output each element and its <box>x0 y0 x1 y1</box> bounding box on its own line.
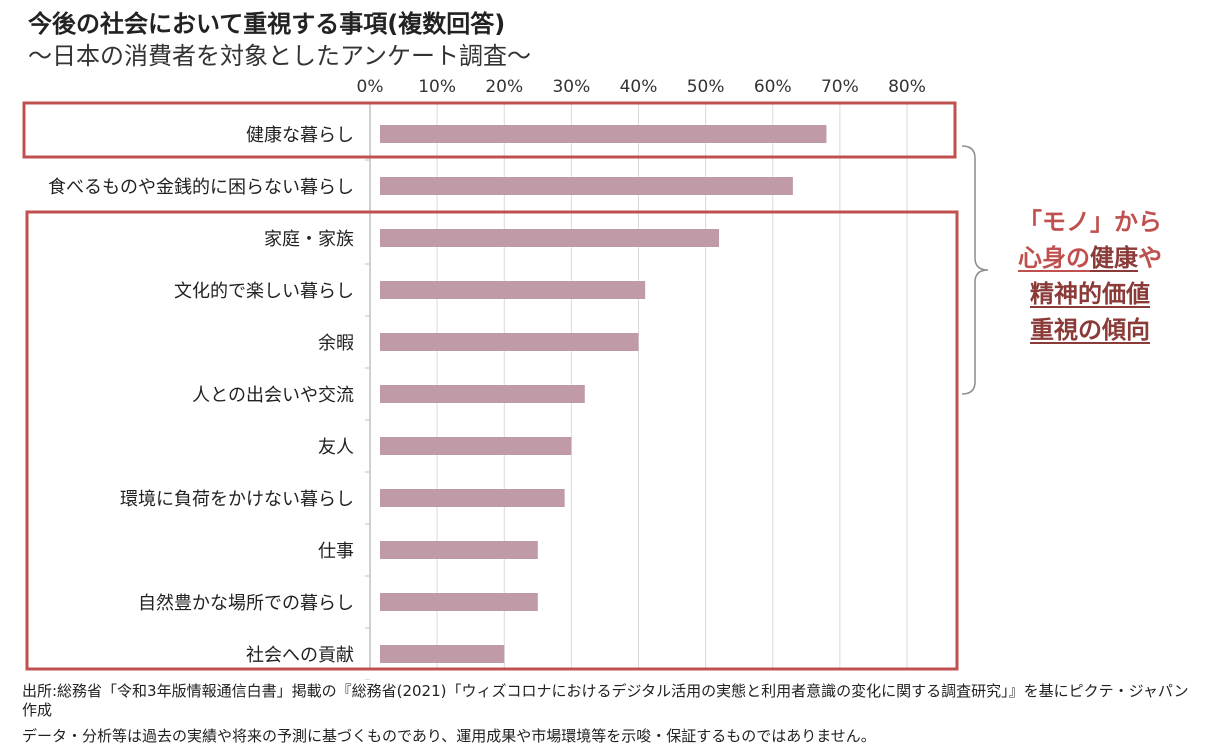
curly-brace <box>961 145 989 395</box>
bar <box>380 125 827 143</box>
annotation-line-2b: 健康 <box>1090 244 1138 272</box>
highlight-box-top <box>22 101 957 159</box>
annotation-line-4: 重視の傾向 <box>1030 316 1150 344</box>
x-tick-label: 20% <box>485 77 523 97</box>
bar <box>380 645 505 663</box>
x-tick-label: 30% <box>552 77 590 97</box>
bar <box>380 489 565 507</box>
annotation-line-2c: や <box>1138 244 1162 272</box>
bar <box>380 281 646 299</box>
category-label: 社会への貢献 <box>246 645 354 666</box>
x-tick-label: 80% <box>888 77 926 97</box>
annotation-line-1: 「モノ」から <box>1018 208 1162 236</box>
category-label: 食べるものや金銭的に困らない暮らし <box>48 177 354 198</box>
chart-title: 今後の社会において重視する事項(複数回答) <box>28 10 506 38</box>
bar-chart: 0% 10% 20% 30% 40% 50% 60% 70% 80% 健康な暮らし食べるものや金銭… <box>22 77 989 680</box>
category-label: 健康な暮らし <box>246 125 354 146</box>
annotation-line-2: 心身の健康や <box>990 240 1190 276</box>
x-tick-label: 70% <box>821 77 859 97</box>
annotation-line-2a: 心身の <box>1018 244 1090 272</box>
category-label: 余暇 <box>318 333 354 354</box>
annotation-text: 「モノ」から 心身の健康や 精神的価値 重視の傾向 <box>990 204 1190 348</box>
x-tick-label: 0% <box>357 77 384 97</box>
category-label: 家庭・家族 <box>264 229 354 250</box>
x-tick-label: 50% <box>687 77 725 97</box>
category-label: 環境に負荷をかけない暮らし <box>120 489 354 510</box>
bar <box>380 437 572 455</box>
bar <box>380 177 793 195</box>
bar <box>380 593 538 611</box>
bar <box>380 385 585 403</box>
category-label: 仕事 <box>318 541 354 562</box>
x-tick-label: 40% <box>620 77 658 97</box>
chart-subtitle: 〜日本の消費者を対象としたアンケート調査〜 <box>28 42 532 70</box>
annotation-line-3: 精神的価値 <box>1030 280 1150 308</box>
highlight-box-bottom <box>25 210 959 671</box>
disclaimer-note: データ・分析等は過去の実績や将来の予測に基づくものであり、運用成果や市場環境等を… <box>22 727 876 745</box>
category-label: 友人 <box>318 437 354 458</box>
bar <box>380 333 639 351</box>
bar <box>380 541 538 559</box>
x-tick-label: 60% <box>754 77 792 97</box>
source-note: 出所:総務省「令和3年版情報通信白書」掲載の『総務省(2021)「ウィズコロナに… <box>22 682 1189 719</box>
category-label: 人との出会いや交流 <box>192 385 354 406</box>
x-tick-label: 10% <box>418 77 456 97</box>
bar <box>380 229 720 247</box>
category-label: 文化的で楽しい暮らし <box>174 281 354 302</box>
category-label: 自然豊かな場所での暮らし <box>138 593 354 614</box>
